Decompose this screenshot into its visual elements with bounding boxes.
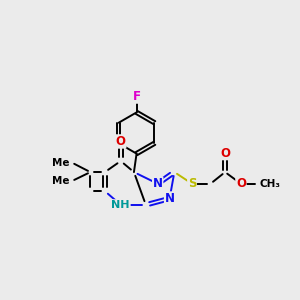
Text: N: N xyxy=(153,177,163,190)
Text: N: N xyxy=(165,192,175,205)
Text: CH₃: CH₃ xyxy=(260,179,281,189)
Text: Me: Me xyxy=(52,176,70,186)
Text: S: S xyxy=(188,177,196,190)
Text: O: O xyxy=(220,147,230,160)
Text: Me: Me xyxy=(52,158,70,168)
Text: NH: NH xyxy=(112,200,130,210)
Text: F: F xyxy=(133,90,141,103)
Text: O: O xyxy=(116,135,126,148)
Text: O: O xyxy=(236,177,246,190)
